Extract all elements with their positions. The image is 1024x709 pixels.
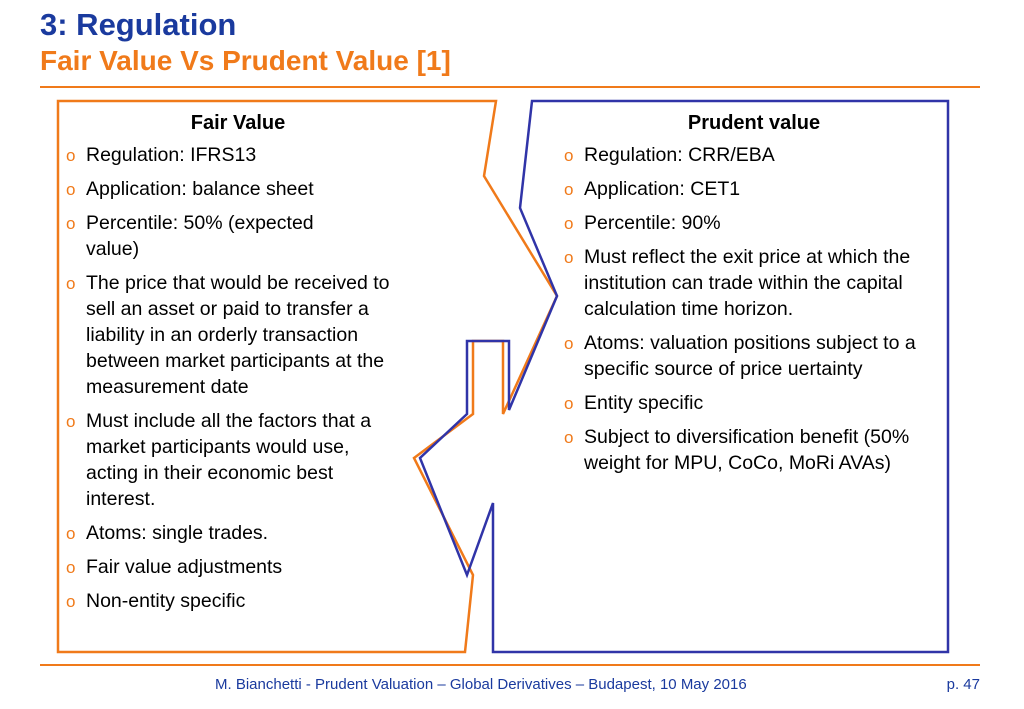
list-item-text: Non-entity specific	[86, 590, 246, 612]
list-item: o Application: CET1	[564, 176, 936, 202]
list-item-text: Application: CET1	[584, 178, 741, 200]
bullet-circle-icon: o	[564, 248, 574, 267]
page-number: p. 47	[946, 676, 980, 693]
bullet-circle-icon: o	[564, 146, 574, 165]
list-item-text: Must reflect the exit price at which the…	[584, 246, 911, 320]
bullet-circle-icon: o	[66, 146, 76, 165]
bullet-circle-icon: o	[66, 592, 76, 611]
list-item-text: Application: balance sheet	[86, 178, 314, 200]
list-item: o Non-entity specific	[66, 588, 414, 614]
bullet-circle-icon: o	[66, 274, 76, 293]
bullet-circle-icon: o	[564, 180, 574, 199]
list-item: o Atoms: single trades.	[66, 520, 414, 546]
list-item: o Percentile: 90%	[564, 210, 936, 236]
list-item-text: Percentile: 90%	[584, 212, 721, 234]
list-item-text: Must include all the factors that a mark…	[86, 410, 372, 510]
bullet-circle-icon: o	[66, 412, 76, 431]
list-item-text: The price that would be received to sell…	[86, 272, 390, 398]
list-item: o Subject to diversification benefit (50%…	[564, 424, 954, 476]
list-item: o Percentile: 50% (expected value)	[66, 210, 356, 262]
list-item: o Entity specific	[564, 390, 936, 416]
fair-value-list: o Regulation: IFRS13 o Application: balanc…	[66, 142, 414, 622]
list-item-text: Atoms: valuation positions subject to a …	[584, 332, 916, 380]
slide-title: 3: Regulation	[40, 7, 237, 42]
bullet-circle-icon: o	[66, 214, 76, 233]
list-item-text: Atoms: single trades.	[86, 522, 269, 544]
footer-rule	[40, 664, 980, 666]
list-item: o Fair value adjustments	[66, 554, 414, 580]
list-item-text: Fair value adjustments	[86, 556, 283, 578]
fair-value-heading: Fair Value	[190, 112, 286, 134]
list-item: o Application: balance sheet	[66, 176, 414, 202]
slide-subtitle: Fair Value Vs Prudent Value [1]	[40, 45, 451, 76]
bullet-circle-icon: o	[564, 394, 574, 413]
list-item: o The price that would be received to sel…	[66, 270, 416, 400]
list-item: o Regulation: CRR/EBA	[564, 142, 936, 168]
bullet-circle-icon: o	[66, 558, 76, 577]
prudent-value-outline	[418, 99, 950, 654]
list-item-text: Percentile: 50% (expected value)	[86, 212, 314, 260]
prudent-value-heading: Prudent value	[687, 112, 821, 134]
list-item: o Must reflect the exit price at which th…	[564, 244, 944, 322]
list-item-text: Regulation: IFRS13	[86, 144, 257, 166]
list-item: o Must include all the factors that a mar…	[66, 408, 406, 512]
list-item-text: Regulation: CRR/EBA	[584, 144, 775, 166]
bullet-circle-icon: o	[564, 214, 574, 233]
bullet-circle-icon: o	[564, 334, 574, 353]
list-item: o Atoms: valuation positions subject to a…	[564, 330, 946, 382]
header-rule	[40, 86, 980, 88]
bullet-circle-icon: o	[66, 180, 76, 199]
footer-text: M. Bianchetti - Prudent Valuation – Glob…	[215, 676, 747, 693]
list-item-text: Entity specific	[584, 392, 704, 414]
prudent-value-list: o Regulation: CRR/EBA o Application: CET1 …	[564, 142, 936, 484]
bullet-circle-icon: o	[564, 428, 574, 447]
bullet-circle-icon: o	[66, 524, 76, 543]
list-item-text: Subject to diversification benefit (50% …	[584, 426, 910, 474]
list-item: o Regulation: IFRS13	[66, 142, 414, 168]
